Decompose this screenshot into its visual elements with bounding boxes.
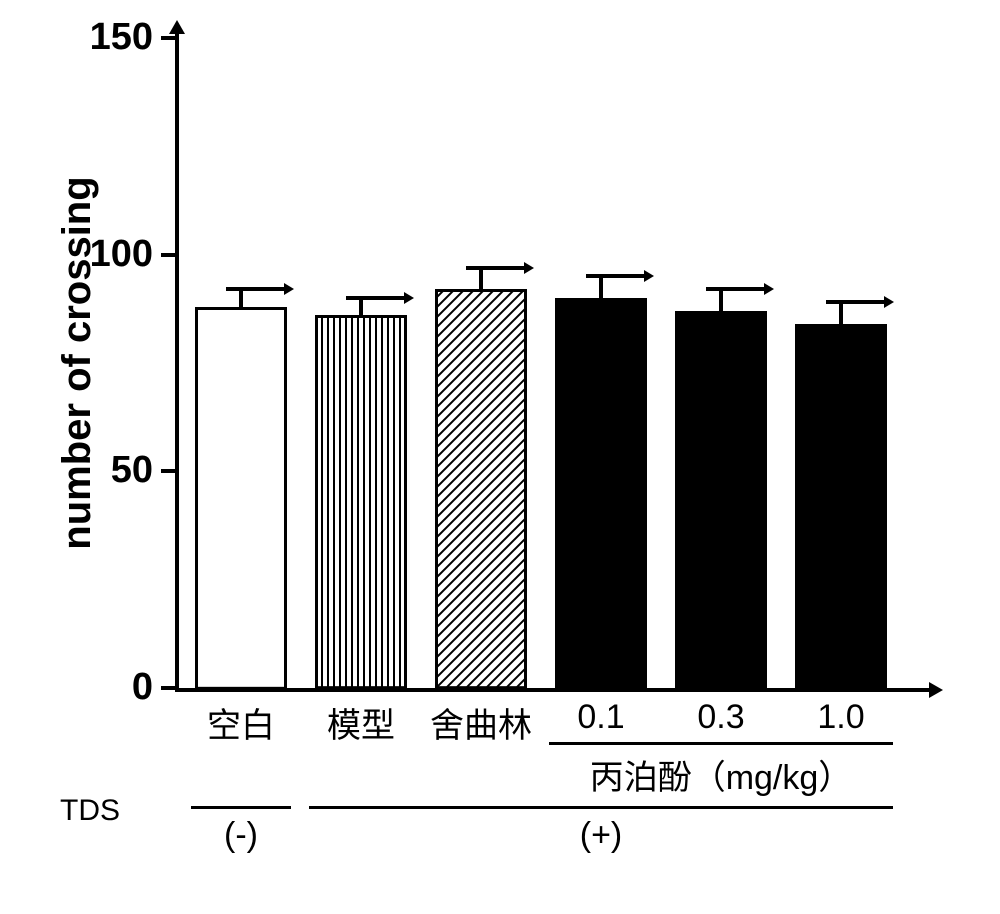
x-category-label: 0.3: [697, 698, 744, 737]
tds-minus-label: (-): [224, 816, 258, 855]
error-bar-stem: [599, 276, 603, 298]
x-axis-arrow: [929, 682, 943, 698]
y-tick: [161, 686, 175, 690]
error-bar-stem: [479, 268, 483, 290]
error-bar-cap-arrow: [284, 283, 294, 295]
error-bar-cap-arrow: [524, 262, 534, 274]
error-bar-cap: [706, 287, 766, 291]
tds-minus-underline: [191, 806, 291, 809]
error-bar-cap: [586, 274, 646, 278]
bar: [435, 289, 527, 688]
bar: [795, 324, 887, 688]
error-bar-stem: [839, 302, 843, 324]
y-tick: [161, 469, 175, 473]
x-category-label: 空白: [207, 698, 275, 747]
y-axis-title: number of crossing: [55, 38, 100, 688]
y-tick: [161, 36, 175, 40]
bar: [195, 307, 287, 688]
bar: [675, 311, 767, 688]
bar-chart: number of crossing 0 50 100 150 空白 模型舍曲林 0.1 0…: [0, 0, 1000, 914]
y-tick-label: 50: [111, 449, 153, 492]
error-bar-stem: [359, 298, 363, 315]
y-tick-label: 0: [132, 666, 153, 709]
x-category-label: 0.1: [577, 698, 624, 737]
y-tick-label: 100: [90, 233, 153, 276]
error-bar-cap: [346, 296, 406, 300]
error-bar-cap: [226, 287, 286, 291]
dose-group-label: 丙泊酚（mg/kg）: [590, 750, 853, 799]
dose-group-underline: [549, 742, 893, 745]
x-category-label: 模型: [327, 698, 395, 747]
x-category-label: 舍曲林: [430, 698, 532, 747]
bar: [315, 315, 407, 688]
tds-plus-underline: [309, 806, 893, 809]
error-bar-cap: [826, 300, 886, 304]
y-axis-arrow: [169, 20, 185, 34]
x-category-label: 1.0: [817, 698, 864, 737]
tds-plus-label: (+): [580, 816, 623, 855]
bar: [555, 298, 647, 688]
y-tick: [161, 253, 175, 257]
error-bar-stem: [719, 289, 723, 311]
y-tick-label: 150: [90, 16, 153, 59]
y-axis-line: [175, 30, 179, 688]
error-bar-cap-arrow: [644, 270, 654, 282]
error-bar-cap-arrow: [884, 296, 894, 308]
tds-text-label: TDS: [60, 794, 120, 828]
error-bar-cap: [466, 266, 526, 270]
error-bar-cap-arrow: [764, 283, 774, 295]
error-bar-cap-arrow: [404, 292, 414, 304]
x-axis-line: [175, 688, 933, 692]
error-bar-stem: [239, 289, 243, 306]
